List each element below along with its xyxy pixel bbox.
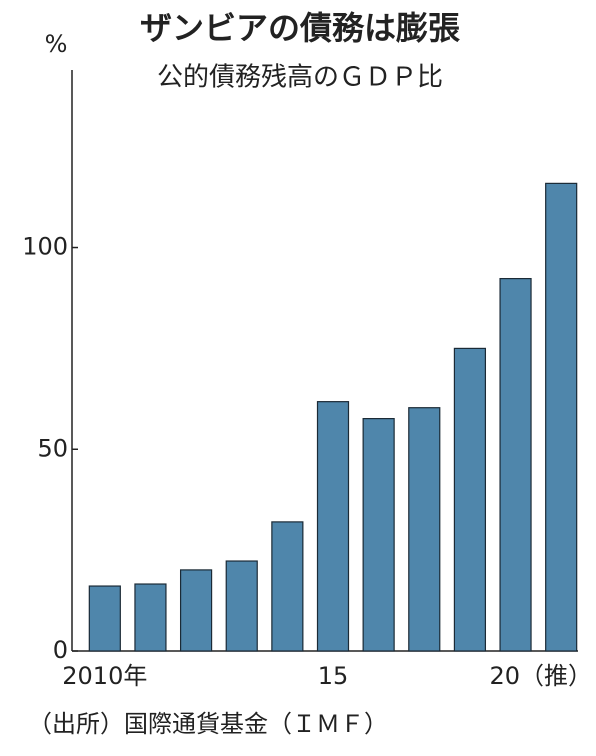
bar [271,521,304,652]
bar [316,401,350,652]
chart-subtitle: 公的債務残高のＧＤＰ比 [157,63,443,93]
y-tick-label: 100 [22,233,68,261]
bar [453,347,487,652]
bar [225,560,258,652]
x-tick-label: 20（推） [489,662,592,690]
y-tick-label: 50 [37,434,68,462]
chart-title: ザンビアの債務は膨張 [140,9,460,47]
bar [88,585,121,652]
bar [499,277,532,652]
bar [179,569,213,652]
x-tick-label: 15 [318,662,349,690]
bar [134,583,167,652]
y-axis-label: % [45,30,68,58]
source: （出所）国際通貨基金（ＩＭＦ） [28,710,388,738]
y-tick-label: 0 [53,636,68,664]
bar [545,182,578,652]
bar [362,418,395,652]
bar [408,407,441,652]
x-tick-label: 2010年 [62,662,147,690]
